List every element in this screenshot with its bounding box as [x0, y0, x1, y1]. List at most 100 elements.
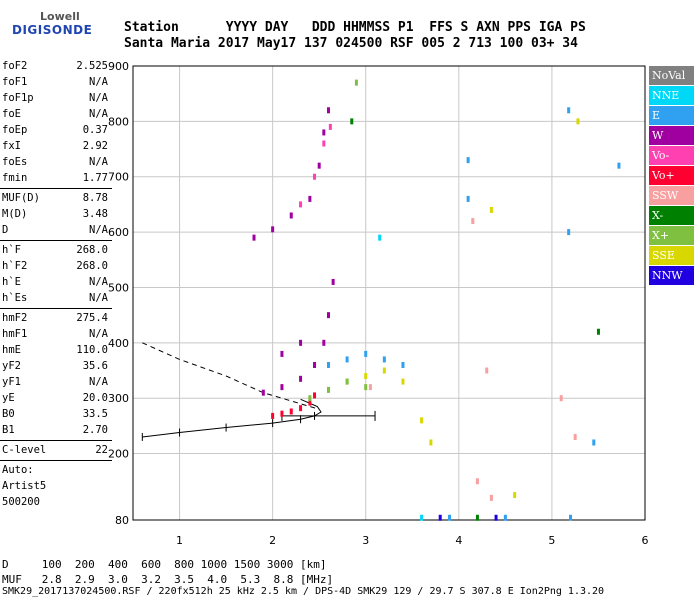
param-label: fxI: [2, 140, 21, 152]
echo-point: [252, 234, 256, 241]
legend-item: NoVal: [649, 66, 694, 85]
echo-point: [326, 386, 330, 393]
echo-point: [429, 439, 433, 446]
echo-point: [466, 195, 470, 202]
param-label: hmF1: [2, 328, 28, 340]
echo-point: [596, 328, 600, 335]
param-value: 0.37: [82, 124, 108, 136]
file-info-footer: SMK29_2017137024500.RSF / 220fx512h 25 k…: [2, 586, 605, 597]
param-value: 2.92: [82, 140, 108, 152]
param-value: 22: [95, 444, 108, 456]
echo-point: [475, 478, 479, 485]
echo-point: [382, 356, 386, 363]
echo-point: [326, 312, 330, 319]
echo-point: [475, 514, 479, 521]
echo-point: [438, 514, 442, 521]
profile-solid-line: [142, 398, 322, 438]
param-row: h`F2 268.0: [0, 258, 112, 274]
param-value: N/A: [89, 156, 108, 168]
param-row: B0 33.5: [0, 406, 112, 422]
logo-line2: DIGISONDE: [12, 23, 93, 37]
param-row: fxI 2.92: [0, 138, 112, 154]
param-row: foF1p N/A: [0, 90, 112, 106]
parameters-panel: foF2 2.525 foF1 N/A foF1p N/A foE N/A foEp 0.37 fx…: [0, 58, 112, 510]
param-label: yF2: [2, 360, 21, 372]
plot-frame: [132, 65, 646, 521]
echo-point: [494, 514, 498, 521]
param-value: N/A: [89, 376, 108, 388]
param-value: N/A: [89, 92, 108, 104]
legend-item: W: [649, 126, 694, 145]
echo-point: [271, 226, 275, 233]
echo-point: [280, 350, 284, 357]
param-label: B0: [2, 408, 15, 420]
echo-point: [364, 350, 368, 357]
param-label: B1: [2, 424, 15, 436]
param-divider: [0, 240, 112, 241]
param-row: foF1 N/A: [0, 74, 112, 90]
echo-point: [322, 140, 326, 147]
echo-point: [420, 417, 424, 424]
echo-point: [299, 405, 303, 412]
y-tick-label: 300: [108, 392, 129, 405]
echo-point: [308, 395, 312, 402]
echo-point: [573, 433, 577, 440]
echo-point: [271, 412, 275, 419]
echo-point: [345, 378, 349, 385]
echo-point: [382, 367, 386, 374]
station-header: Station YYYY DAY DDD HHMMSS P1 FFS S AXN…: [124, 20, 586, 52]
echo-point: [322, 339, 326, 346]
param-label: yF1: [2, 376, 21, 388]
param-row: h`Es N/A: [0, 290, 112, 306]
echo-point: [489, 494, 493, 501]
legend-item: SSW: [649, 186, 694, 205]
param-label: hmF2: [2, 312, 28, 324]
echo-point: [313, 361, 317, 368]
y-tick-label: 80: [115, 514, 129, 527]
echo-point: [317, 162, 321, 169]
param-label: foEs: [2, 156, 28, 168]
echo-point: [299, 201, 303, 208]
echo-point: [308, 399, 312, 406]
echo-point: [401, 361, 405, 368]
echo-point: [331, 278, 335, 285]
param-row: h`E N/A: [0, 274, 112, 290]
echo-point: [313, 392, 317, 399]
echo-point: [567, 229, 571, 236]
param-row: hmF1 N/A: [0, 326, 112, 342]
echo-point: [354, 79, 358, 86]
param-value: N/A: [89, 76, 108, 88]
param-value: 1.77: [82, 172, 108, 184]
param-label: foF1p: [2, 92, 34, 104]
param-value: N/A: [89, 108, 108, 120]
echo-point: [364, 384, 368, 391]
y-tick-label: 900: [108, 60, 129, 73]
param-value: 268.0: [76, 260, 108, 272]
legend-item: Vo+: [649, 166, 694, 185]
param-value: 35.6: [82, 360, 108, 372]
param-divider: [0, 440, 112, 441]
auto-line2: Artist5: [2, 480, 47, 492]
y-tick-label: 700: [108, 171, 129, 184]
param-divider: [0, 308, 112, 309]
echo-point: [313, 173, 317, 180]
param-row: yF1 N/A: [0, 374, 112, 390]
param-value: 275.4: [76, 312, 108, 324]
param-row: hmE 110.0: [0, 342, 112, 358]
param-row: foEs N/A: [0, 154, 112, 170]
param-label: C-level: [2, 444, 47, 456]
y-tick-label: 400: [108, 337, 129, 350]
echo-point: [471, 218, 475, 225]
echo-point: [328, 123, 332, 130]
legend-item: Vo-: [649, 146, 694, 165]
logo-line1: Lowell: [40, 10, 80, 23]
param-label: fmin: [2, 172, 28, 184]
param-value: 20.0: [82, 392, 108, 404]
echo-point: [569, 514, 573, 521]
echo-point: [299, 375, 303, 382]
echo-point: [299, 339, 303, 346]
echo-point: [368, 384, 372, 391]
x-tick-label: 3: [362, 534, 369, 547]
param-label: foE: [2, 108, 21, 120]
param-row: MUF(D) 8.78: [0, 190, 112, 206]
